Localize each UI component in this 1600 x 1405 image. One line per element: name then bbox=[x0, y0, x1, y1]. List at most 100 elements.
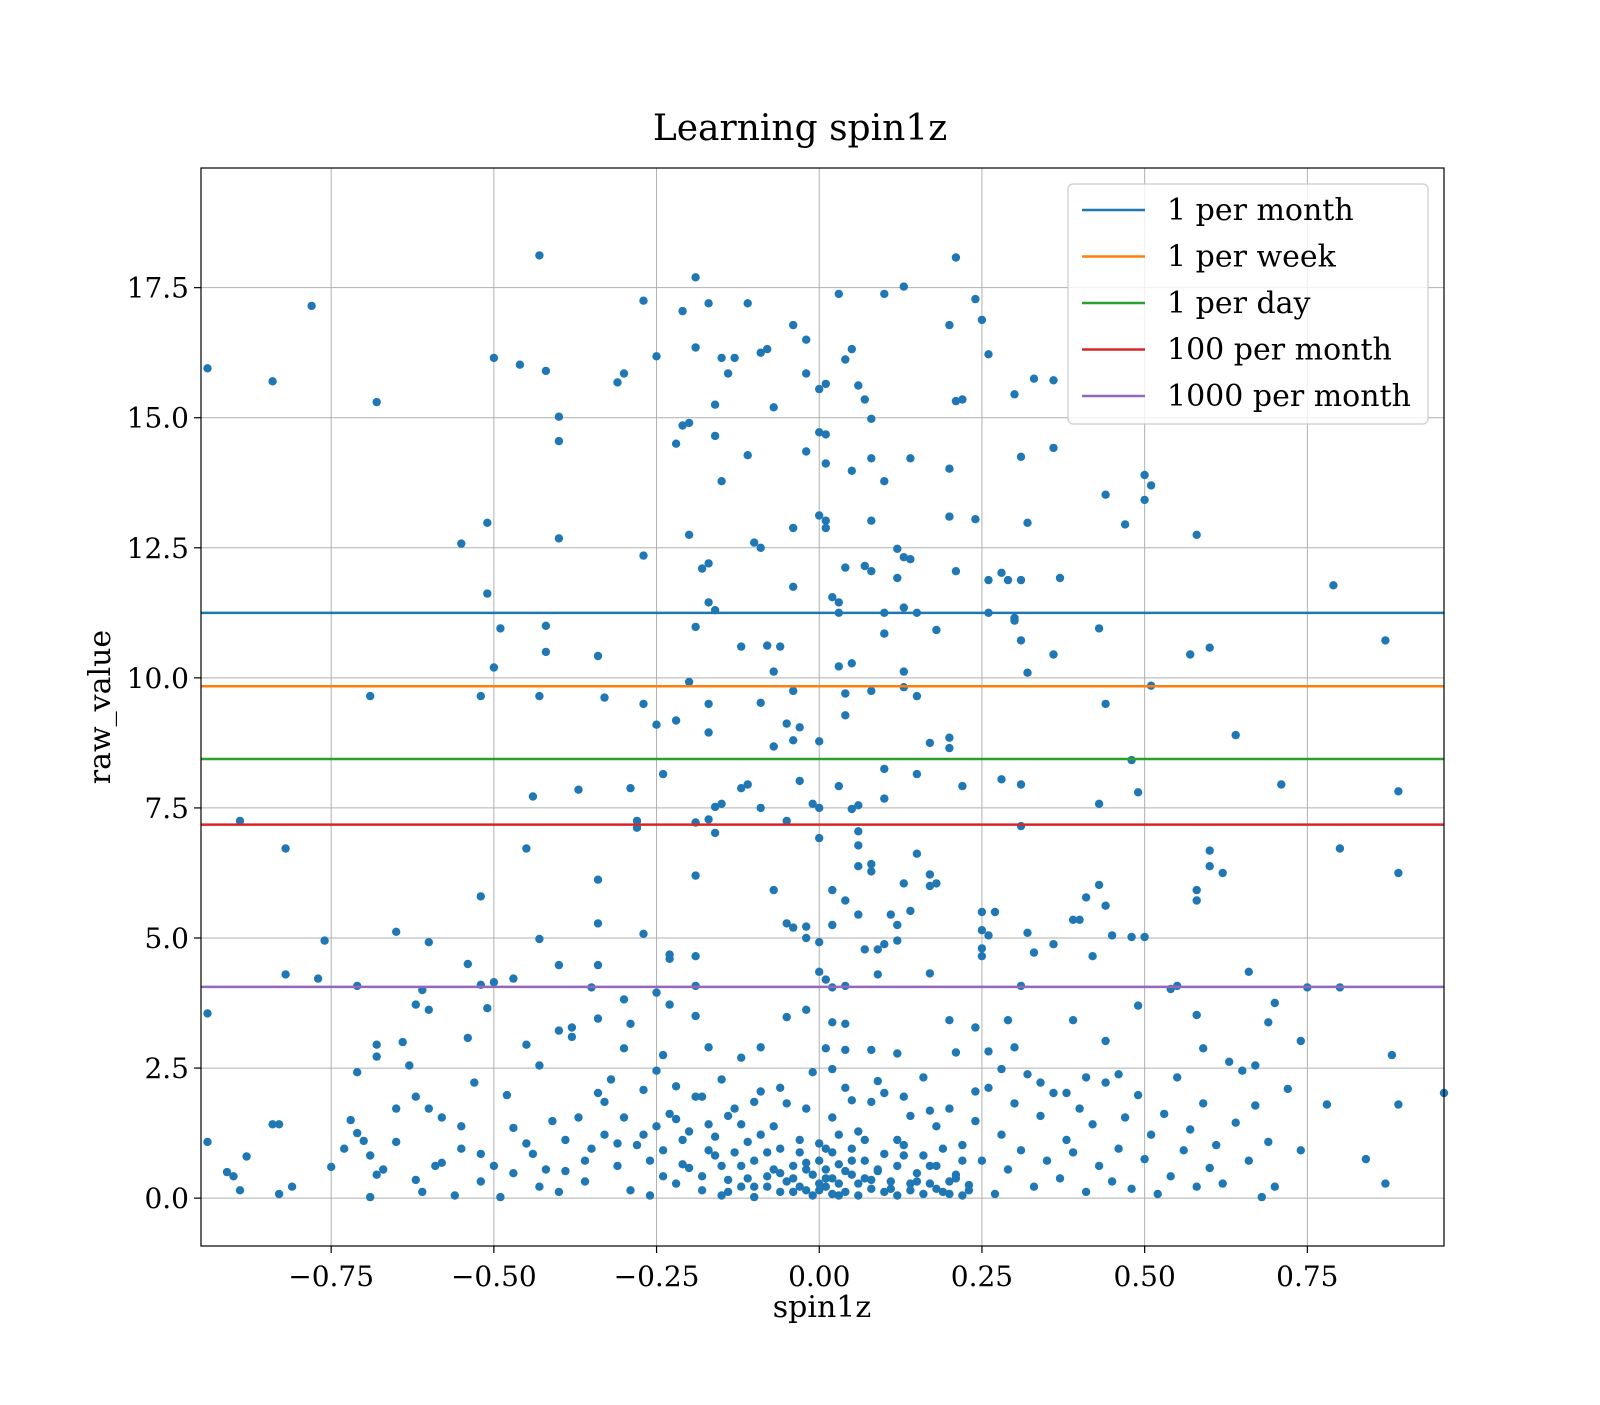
data-point bbox=[697, 1186, 707, 1195]
data-point bbox=[821, 1165, 830, 1174]
data-point bbox=[743, 780, 752, 789]
data-point bbox=[737, 1053, 746, 1062]
data-point bbox=[1166, 1172, 1175, 1181]
data-point bbox=[652, 720, 661, 729]
plot-area-frame bbox=[200, 167, 1445, 1247]
data-point bbox=[841, 1187, 850, 1197]
data-point bbox=[1023, 928, 1032, 937]
data-point bbox=[847, 804, 856, 814]
data-point bbox=[997, 1130, 1006, 1139]
data-point bbox=[723, 1111, 733, 1121]
data-point bbox=[235, 816, 245, 826]
legend-label: 1 per week bbox=[1167, 240, 1337, 275]
data-point bbox=[756, 1087, 765, 1096]
data-point bbox=[1088, 1120, 1097, 1129]
data-point bbox=[860, 1156, 869, 1165]
data-point bbox=[1101, 1078, 1110, 1087]
data-point bbox=[977, 315, 987, 325]
data-point bbox=[1329, 581, 1338, 590]
data-point bbox=[229, 1172, 238, 1181]
data-point bbox=[1322, 1100, 1332, 1109]
data-point bbox=[658, 1172, 668, 1181]
data-point bbox=[893, 1191, 902, 1200]
data-point bbox=[567, 1023, 577, 1032]
data-point bbox=[776, 1083, 785, 1093]
data-point bbox=[1192, 1182, 1201, 1191]
data-point bbox=[268, 377, 277, 386]
data-point bbox=[867, 1175, 876, 1185]
data-point bbox=[997, 775, 1006, 784]
data-point bbox=[424, 1104, 433, 1113]
data-point bbox=[710, 1151, 720, 1160]
data-point bbox=[1094, 880, 1104, 890]
data-point bbox=[1225, 1057, 1234, 1067]
data-point bbox=[938, 1144, 948, 1153]
data-point bbox=[1133, 788, 1143, 797]
data-point bbox=[821, 523, 830, 533]
data-point bbox=[671, 439, 681, 448]
data-point bbox=[769, 667, 778, 676]
data-point bbox=[886, 910, 895, 919]
data-point bbox=[815, 1156, 824, 1165]
data-point bbox=[1179, 1146, 1188, 1155]
data-point bbox=[821, 430, 830, 439]
data-point bbox=[632, 816, 642, 826]
data-point bbox=[958, 1140, 967, 1150]
data-point bbox=[789, 736, 798, 745]
data-point bbox=[802, 369, 811, 378]
scatter-points bbox=[203, 251, 1449, 1202]
legend-label: 100 per month bbox=[1167, 333, 1392, 368]
data-point bbox=[574, 785, 583, 794]
data-point bbox=[1192, 885, 1201, 895]
data-point bbox=[899, 282, 908, 291]
data-point bbox=[867, 1184, 876, 1194]
data-point bbox=[893, 573, 902, 583]
data-point bbox=[327, 1162, 336, 1172]
x-tick-label: 0.75 bbox=[1276, 1260, 1338, 1293]
x-tick-label: −0.25 bbox=[614, 1260, 700, 1293]
data-point bbox=[476, 1177, 485, 1186]
data-point bbox=[483, 1004, 492, 1013]
data-point bbox=[860, 945, 869, 954]
y-tick-label: 15.0 bbox=[127, 402, 189, 435]
data-point bbox=[932, 1184, 941, 1194]
data-point bbox=[522, 844, 531, 853]
data-point bbox=[723, 1187, 733, 1197]
data-point bbox=[847, 466, 856, 475]
data-point bbox=[704, 559, 713, 568]
data-point bbox=[737, 1161, 746, 1171]
data-point bbox=[1218, 1179, 1227, 1188]
data-point bbox=[880, 764, 889, 774]
data-point bbox=[593, 875, 603, 884]
data-point bbox=[951, 1048, 961, 1057]
data-point bbox=[867, 859, 876, 869]
data-point bbox=[828, 1018, 837, 1027]
data-point bbox=[945, 464, 954, 473]
data-point bbox=[287, 1182, 297, 1191]
data-point bbox=[606, 1075, 616, 1084]
data-point bbox=[893, 1049, 902, 1058]
data-point bbox=[945, 743, 954, 753]
data-point bbox=[678, 1160, 687, 1169]
data-point bbox=[782, 1099, 791, 1108]
data-point bbox=[899, 879, 908, 888]
data-point bbox=[769, 885, 778, 895]
data-point bbox=[593, 919, 603, 928]
data-point bbox=[580, 1156, 590, 1165]
data-point bbox=[782, 816, 791, 826]
data-point bbox=[1153, 1189, 1162, 1199]
data-point bbox=[789, 582, 798, 591]
data-point bbox=[496, 1192, 505, 1202]
data-point bbox=[1212, 1140, 1221, 1150]
data-point bbox=[841, 355, 850, 364]
y-tick-label: 0.0 bbox=[144, 1182, 189, 1215]
data-point bbox=[496, 624, 505, 633]
data-point bbox=[1146, 481, 1156, 490]
data-point bbox=[541, 621, 551, 630]
data-point bbox=[1016, 821, 1026, 831]
data-point bbox=[489, 978, 499, 987]
data-point bbox=[541, 366, 551, 376]
data-point bbox=[1238, 1066, 1247, 1075]
x-axis-ticks: −0.75 −0.50 −0.25 0.00 0.25 0.50 0.75 bbox=[288, 1246, 1339, 1293]
data-point bbox=[1016, 780, 1026, 789]
